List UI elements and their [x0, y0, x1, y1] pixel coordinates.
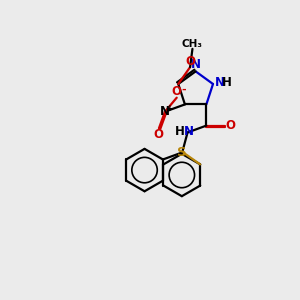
- Text: +: +: [166, 103, 173, 112]
- Text: N: N: [184, 125, 194, 138]
- Text: N: N: [191, 58, 201, 71]
- Text: O: O: [186, 55, 196, 68]
- Text: H: H: [175, 125, 185, 138]
- Text: O: O: [226, 119, 236, 132]
- Text: H: H: [222, 76, 232, 89]
- Text: N: N: [159, 105, 170, 118]
- Text: N: N: [215, 76, 225, 89]
- Text: -: -: [181, 84, 185, 94]
- Text: S: S: [177, 146, 187, 159]
- Text: O: O: [153, 128, 164, 141]
- Text: O: O: [172, 85, 182, 98]
- Text: CH₃: CH₃: [182, 39, 203, 49]
